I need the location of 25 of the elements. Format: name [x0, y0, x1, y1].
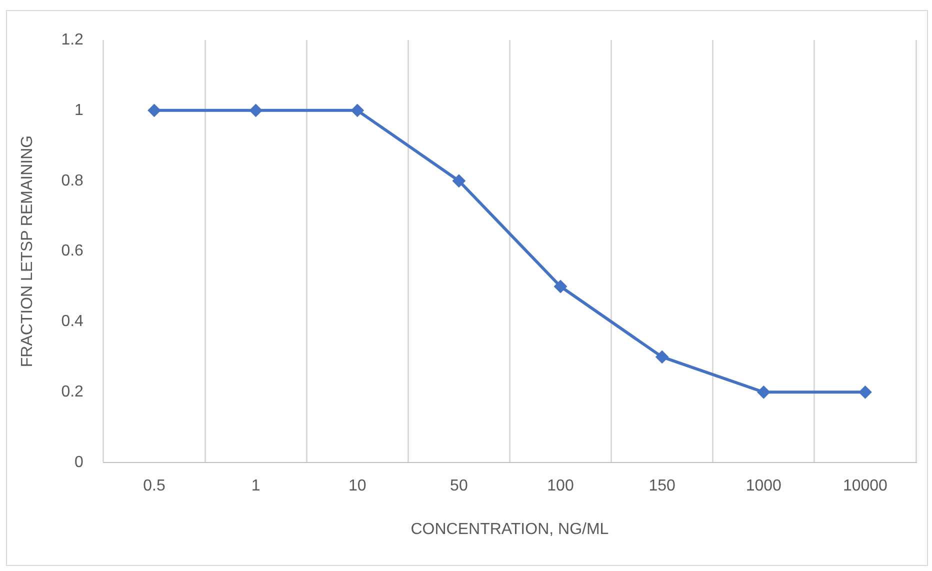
x-axis-title: CONCENTRATION, NG/ML	[410, 520, 609, 538]
x-tick-label: 150	[648, 478, 676, 495]
x-tick-label: 1	[251, 478, 260, 495]
point	[249, 104, 262, 117]
y-tick-label: 0.8	[61, 172, 84, 190]
point	[350, 104, 364, 117]
point	[656, 350, 669, 364]
y-tick-label: 0.6	[61, 242, 84, 260]
y-tick-label: 0	[74, 454, 84, 472]
y-tick-label: 0.2	[61, 384, 84, 401]
x-tick-label: 1000	[746, 478, 782, 495]
point	[554, 280, 568, 294]
x-tick-label: 50	[450, 478, 468, 495]
point	[148, 104, 161, 117]
y-tick-label: 1.2	[61, 31, 84, 48]
x-tick-label: 100	[547, 478, 574, 495]
point	[757, 386, 770, 399]
x-tick-label: 10000	[842, 478, 888, 495]
y-tick-label: 1	[74, 102, 84, 119]
point	[858, 386, 872, 399]
x-tick-label: 10	[348, 478, 366, 495]
x-tick-label: 0.5	[143, 478, 166, 495]
y-tick-label: 0.4	[61, 313, 84, 330]
y-axis-title: FRACTION LETSP REMAINING	[19, 135, 36, 368]
point	[452, 174, 466, 188]
